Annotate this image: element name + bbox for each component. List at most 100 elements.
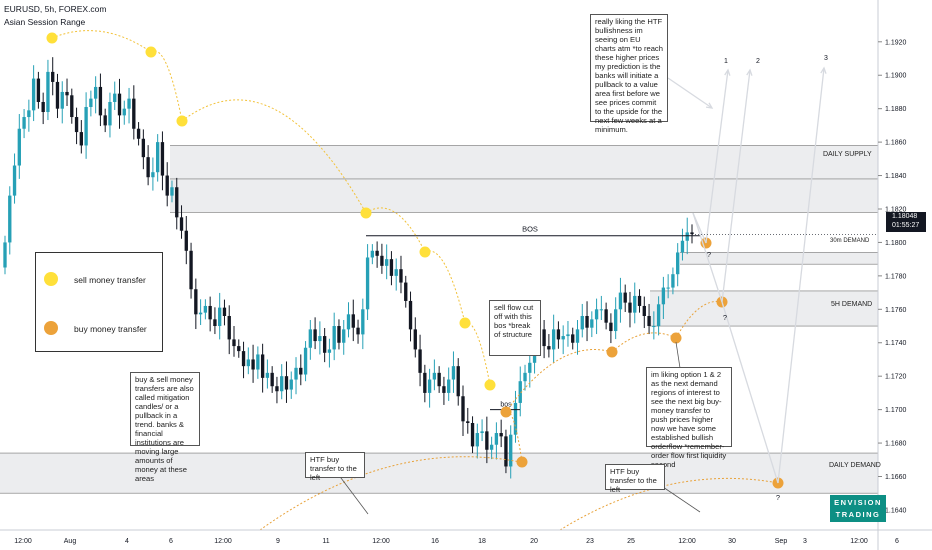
time-tick-label: 4 <box>125 538 129 545</box>
candle-body <box>108 101 112 126</box>
candle-body <box>642 305 646 316</box>
candle-body <box>31 78 36 111</box>
indicator-label[interactable]: Asian Session Range <box>4 17 86 27</box>
note-bos[interactable]: sell flow cut off with this bos *break o… <box>489 300 541 356</box>
candle-body <box>432 372 437 380</box>
candle-body <box>213 319 217 327</box>
candle-body <box>136 128 141 139</box>
candle-body <box>518 381 522 403</box>
price-tick-label: 1.1920 <box>885 39 907 46</box>
candle-body <box>289 379 293 390</box>
note-options[interactable]: im liking option 1 & 2 as the next deman… <box>646 367 732 469</box>
candle-body <box>51 71 55 82</box>
candle-body <box>246 359 250 367</box>
bos-small-label: bos <box>500 402 512 409</box>
time-tick-label: 12:00 <box>372 538 390 545</box>
candle-body <box>676 252 680 275</box>
candle-body <box>661 287 666 305</box>
sell-transfer-dot <box>360 207 372 219</box>
candle-body <box>637 295 642 306</box>
candle-body <box>580 315 584 330</box>
candle-body <box>633 295 637 313</box>
time-tick-label: 12:00 <box>678 538 696 545</box>
candle-body <box>22 117 26 129</box>
price-tick-label: 1.1760 <box>885 307 907 314</box>
candle-body <box>685 232 689 241</box>
note-htf-bias[interactable]: really liking the HTF bullishness im see… <box>590 14 668 134</box>
candle-body <box>571 334 575 343</box>
candle-body <box>389 259 394 276</box>
candle-body <box>275 386 279 392</box>
candle-body <box>237 346 241 352</box>
candle-body <box>489 444 494 450</box>
candle-body <box>599 309 604 311</box>
legend-box: sell money transfer buy money transfer <box>35 252 163 352</box>
candle-body <box>666 287 670 289</box>
candle-body <box>442 386 446 393</box>
label-daily-supply: DAILY SUPPLY <box>823 151 872 158</box>
candle-body <box>160 142 165 176</box>
candle-body <box>74 117 79 133</box>
candle-body <box>98 86 103 116</box>
candle-body <box>79 132 84 146</box>
bar-countdown: 01:55:27 <box>892 222 920 229</box>
question-mark: ? <box>707 250 711 259</box>
price-tick-label: 1.1860 <box>885 140 907 147</box>
time-tick-label: 18 <box>478 538 486 545</box>
candle-body <box>365 257 370 310</box>
last-price: 1.18048 <box>892 213 918 220</box>
candle-body <box>3 242 7 268</box>
zone-rect <box>680 252 878 265</box>
time-tick-label: Sep <box>775 538 788 545</box>
candle-body <box>509 434 513 467</box>
label-daily-demand: DAILY DEMAND <box>829 462 881 469</box>
projection-leg <box>692 212 723 303</box>
note-mitigation[interactable]: buy & sell money transfers are also call… <box>130 372 200 483</box>
candle-body <box>308 329 313 348</box>
sell-arc <box>51 30 152 53</box>
candle-body <box>280 376 284 392</box>
candle-body <box>46 71 50 113</box>
candle-body <box>218 307 222 327</box>
candle-body <box>251 359 255 370</box>
note-htf-left-2[interactable]: HTF buy transfer to the left <box>605 464 665 494</box>
candle-body <box>256 354 260 370</box>
price-tick-label: 1.1800 <box>885 240 907 247</box>
buy-dot-icon <box>44 321 58 335</box>
buy-transfer-dot <box>606 346 618 358</box>
candle-body <box>380 255 384 266</box>
candle-body <box>337 326 341 343</box>
sell-transfer-dot <box>459 317 471 329</box>
candle-body <box>170 187 174 196</box>
candle-body <box>604 309 608 323</box>
note-htf-left-1[interactable]: HTF buy transfer to the left <box>305 452 365 482</box>
candle-body <box>117 93 122 116</box>
price-tick-label: 1.1640 <box>885 507 907 514</box>
candle-body <box>671 274 675 288</box>
time-tick-label: 9 <box>276 538 280 545</box>
candle-body <box>690 232 694 235</box>
candle-body <box>475 433 479 447</box>
price-tick-label: 1.1700 <box>885 407 907 414</box>
candle-body <box>284 376 289 390</box>
candle-body <box>575 329 580 343</box>
candle-body <box>342 329 346 343</box>
option-2-label: 2 <box>756 58 760 65</box>
candle-body <box>332 326 336 350</box>
candle-body <box>456 366 460 397</box>
sell-arc <box>464 322 491 386</box>
price-tick-label: 1.1900 <box>885 73 907 80</box>
candle-body <box>70 95 74 118</box>
candle-body <box>103 115 107 126</box>
buy-transfer-dot <box>670 332 682 344</box>
candle-body <box>590 319 594 328</box>
candle-body <box>513 402 518 435</box>
candle-body <box>384 259 389 266</box>
candle-body <box>12 165 17 196</box>
candle-body <box>318 336 322 342</box>
candle-body <box>55 81 60 109</box>
time-tick-label: 6 <box>169 538 173 545</box>
time-tick-label: 30 <box>728 538 736 545</box>
